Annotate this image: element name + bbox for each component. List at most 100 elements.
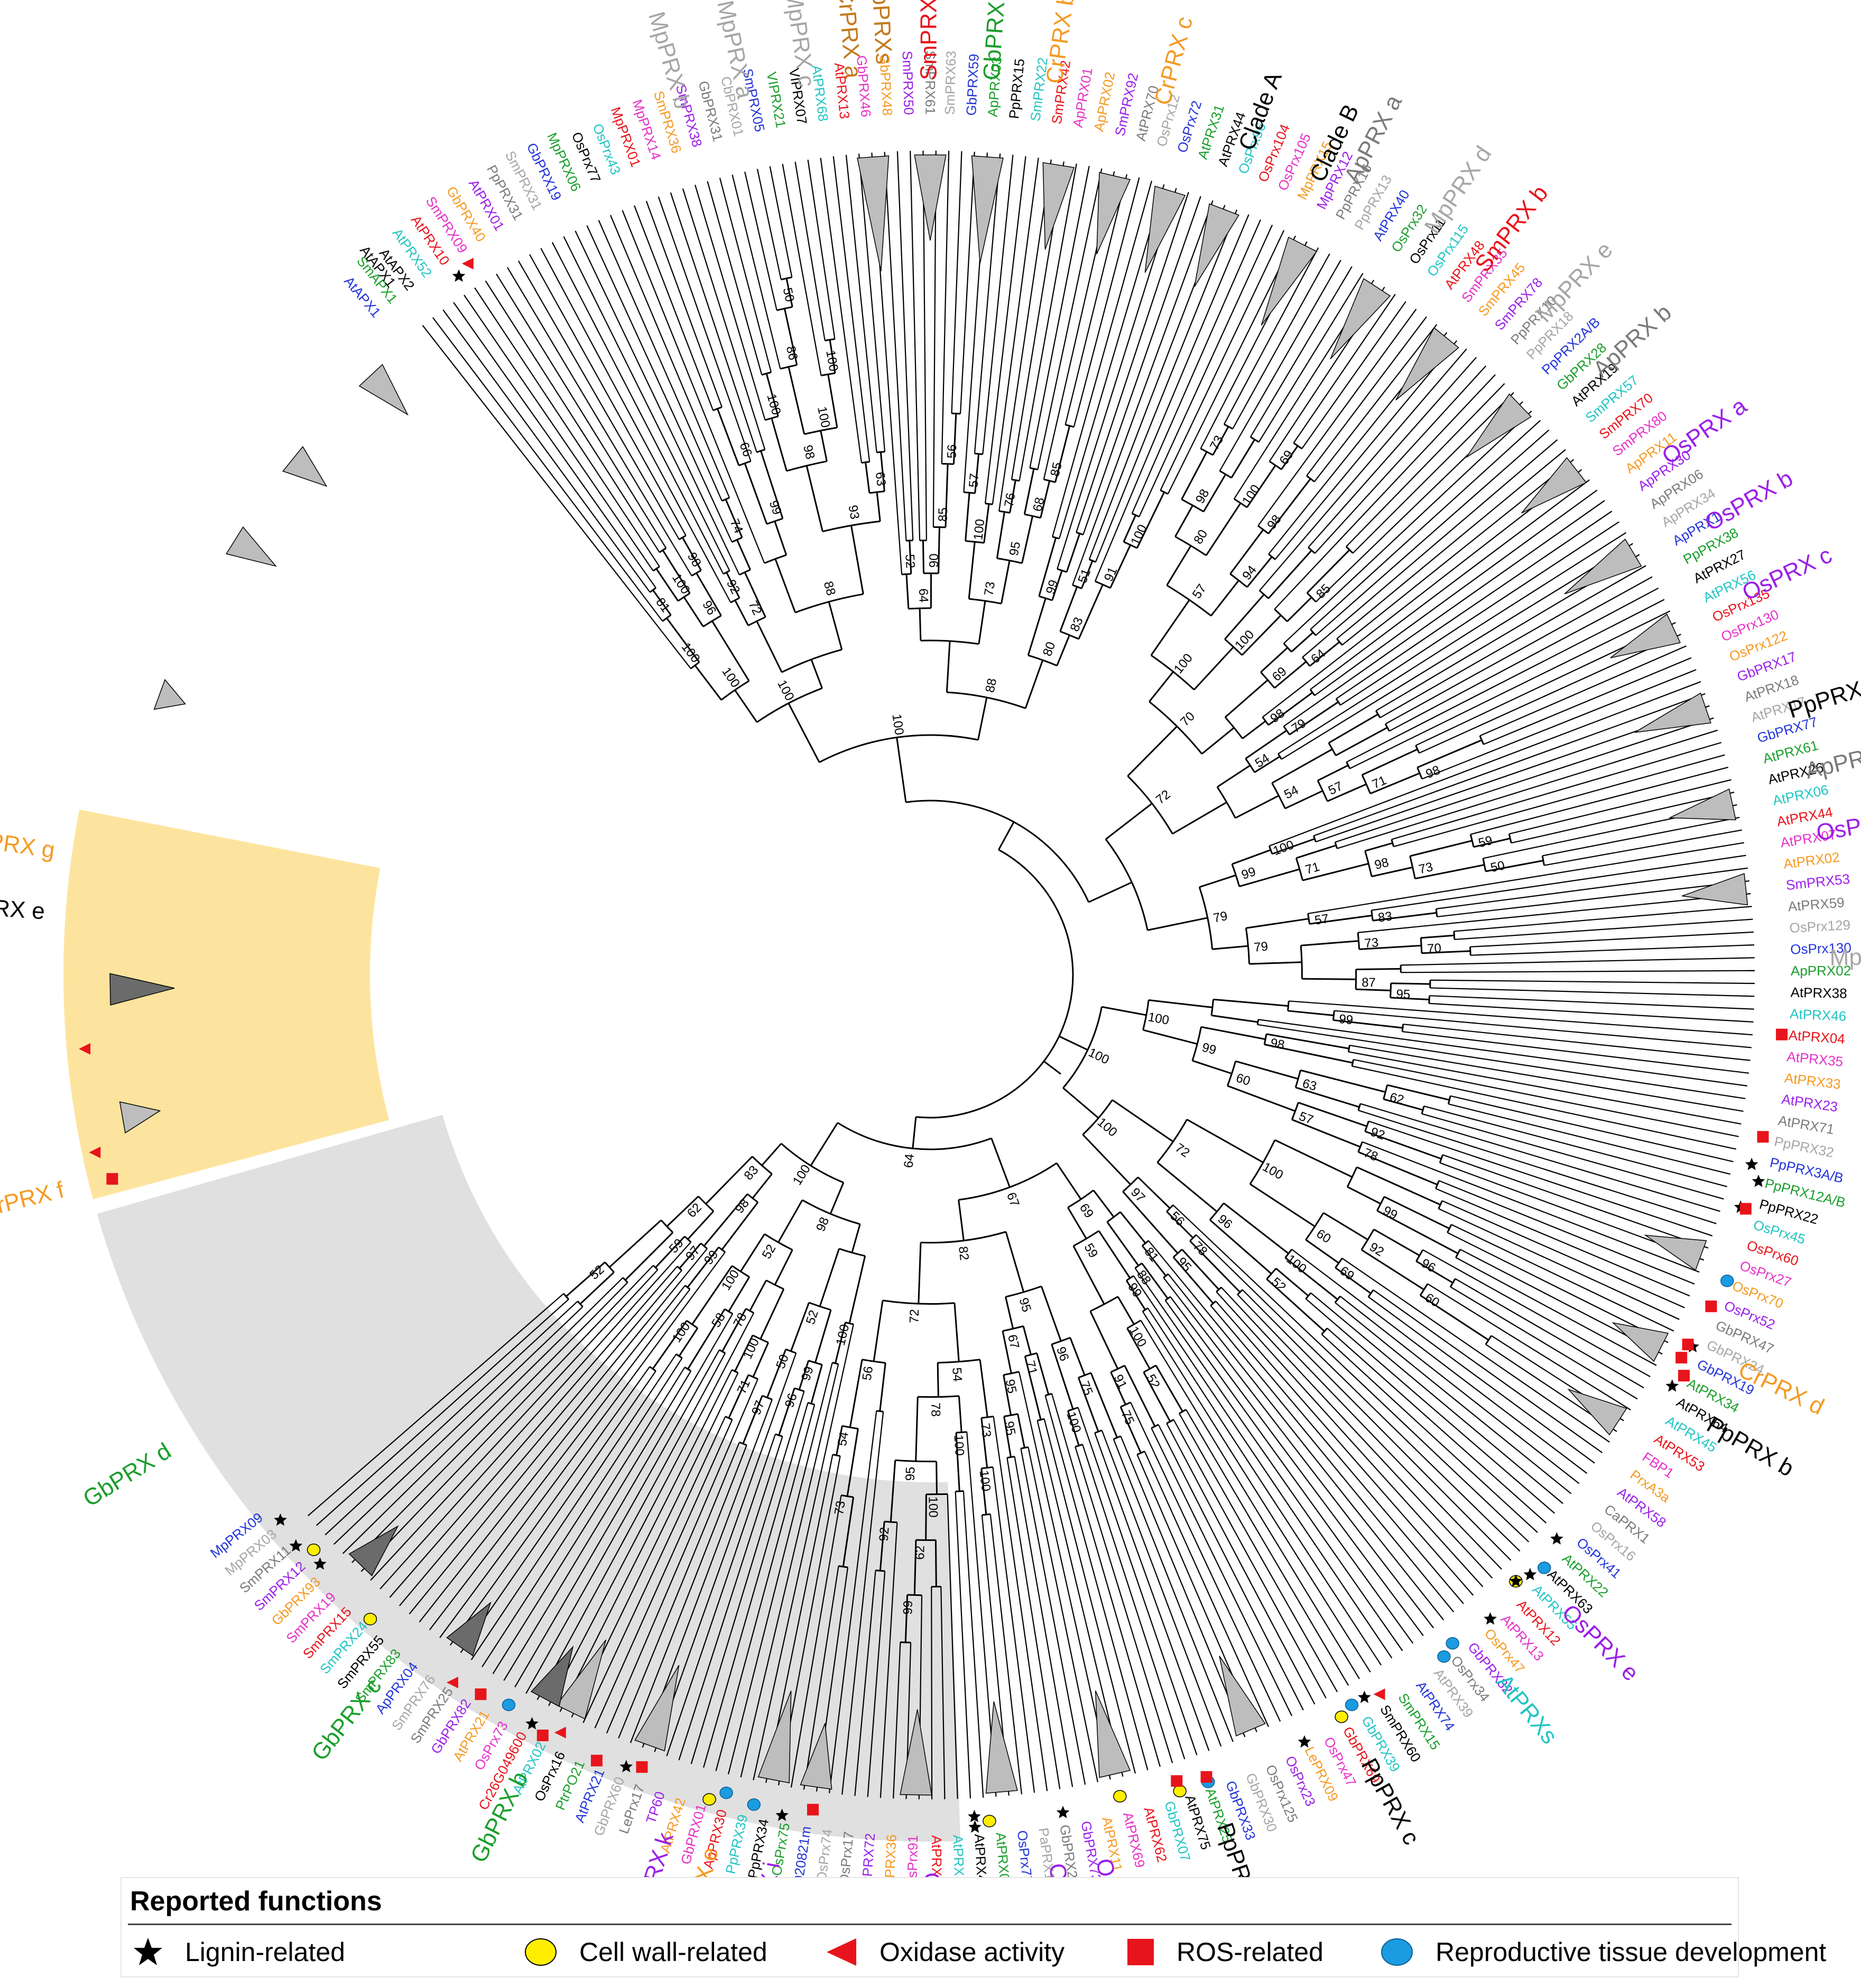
internal-branch [1123,515,1136,542]
ros-square-mark [536,1729,549,1741]
leaf-branch [1036,1420,1124,1777]
bootstrap-value: 78 [928,1402,943,1417]
node-arc [1095,580,1111,589]
node-arc [1257,525,1269,534]
node-arc [1447,1095,1451,1104]
node-arc [1300,945,1303,979]
leaf-branch [1429,1002,1754,1023]
internal-branch [1230,439,1256,478]
node-arc [1216,786,1236,819]
bootstrap-value: 78 [1190,1239,1210,1259]
node-arc [1110,1364,1125,1373]
leaf-branch [1037,168,1103,470]
leaf-branch [803,1566,839,1790]
bootstrap-value: 82 [956,1246,971,1261]
internal-branch [913,1540,917,1595]
node-arc [804,426,838,435]
leaf-branch [702,1402,809,1768]
node-arc [756,687,823,723]
leaf-branch [1373,1289,1603,1453]
clade-label: GbPRX d [79,1438,176,1512]
leaf-branch [867,1571,886,1797]
node-arc [1072,584,1082,589]
node-arc [1219,470,1232,479]
node-arc [1062,1007,1103,1089]
node-arc [1256,1019,1260,1025]
bootstrap-value: 100 [971,518,987,541]
leaf-branch [974,153,1001,454]
ros-square-mark [590,1754,603,1767]
leaf-branch [1130,1402,1281,1722]
node-arc [1485,1335,1492,1345]
bootstrap-value: 100 [977,1470,993,1492]
leaf-branch [1419,634,1681,754]
leaf-branch [828,1410,877,1794]
leaf-branch [1076,192,1189,533]
clade-label: MpPRX f [1829,943,1861,971]
internal-branch [1281,445,1299,470]
leaf-branch [1262,469,1582,718]
leaf-branch [1442,1200,1685,1308]
node-arc [1305,1292,1312,1299]
leaf-branch [1196,1234,1521,1552]
leaf-branch [1439,1180,1695,1285]
oxidase-triangle-mark [1373,1688,1385,1701]
bootstrap-value: 62 [684,1201,705,1221]
internal-branch [1174,505,1193,537]
leaf-branch [715,1404,816,1771]
internal-branch [968,542,976,599]
node-arc [1306,475,1315,482]
internal-branch [1473,838,1511,848]
internal-branch [1387,1084,1450,1101]
leaf-branch [563,236,730,571]
leaf-branch [1258,273,1364,443]
leaf-branch [492,1367,686,1675]
leaf-branch [482,1358,683,1668]
internal-branch [1227,1085,1296,1112]
node-arc [1312,835,1317,842]
node-arc [764,554,787,564]
leaf-branch [629,1445,747,1743]
node-arc [920,1231,1006,1244]
bootstrap-value: 63 [1301,1076,1318,1094]
internal-branch [955,1433,960,1492]
leaf-branch [959,152,975,414]
internal-branch [1136,491,1165,549]
reproductive-circle-mark [1345,1698,1359,1712]
internal-branch [1054,425,1071,482]
leaf-label: SmPRX63 [942,51,959,115]
lignin-star-mark [452,269,466,282]
bootstrap-value: 73 [1418,860,1434,877]
collapsed-clade-triangle [1669,788,1736,821]
internal-branch [1148,999,1213,1008]
node-arc [1030,467,1038,471]
leaf-label: OsPrx77 [1014,1829,1035,1884]
leaf-label: TP60 [643,1789,668,1825]
leaf-branch [1140,1320,1360,1679]
leaf-branch [1131,219,1261,514]
node-arc [652,1265,659,1270]
bootstrap-value: 71 [1023,1359,1040,1377]
internal-branch [990,1138,1011,1188]
node-arc [1469,946,1471,955]
bootstrap-value: 52 [587,1262,607,1283]
lignin-star-mark [1056,1806,1070,1818]
bootstrap-value: 87 [1362,976,1376,990]
leaf-branch [389,1266,678,1598]
internal-branch [1373,1229,1420,1257]
internal-branch [865,462,871,494]
internal-branch [820,430,828,462]
node-arc [825,338,835,341]
node-arc [861,461,870,464]
collapsed-clade-triangle [226,526,277,567]
internal-branch [1082,1134,1132,1185]
internal-branch [687,1211,715,1240]
node-arc [1024,1352,1038,1357]
leaf-branch [1368,1120,1713,1237]
internal-branch [810,1364,823,1404]
bootstrap-value: 54 [949,1367,965,1382]
node-arc [721,497,730,502]
leaf-branch [503,1370,692,1681]
collapsed-clade-triangle [1564,538,1642,594]
oxidase-triangle-mark [461,257,474,270]
